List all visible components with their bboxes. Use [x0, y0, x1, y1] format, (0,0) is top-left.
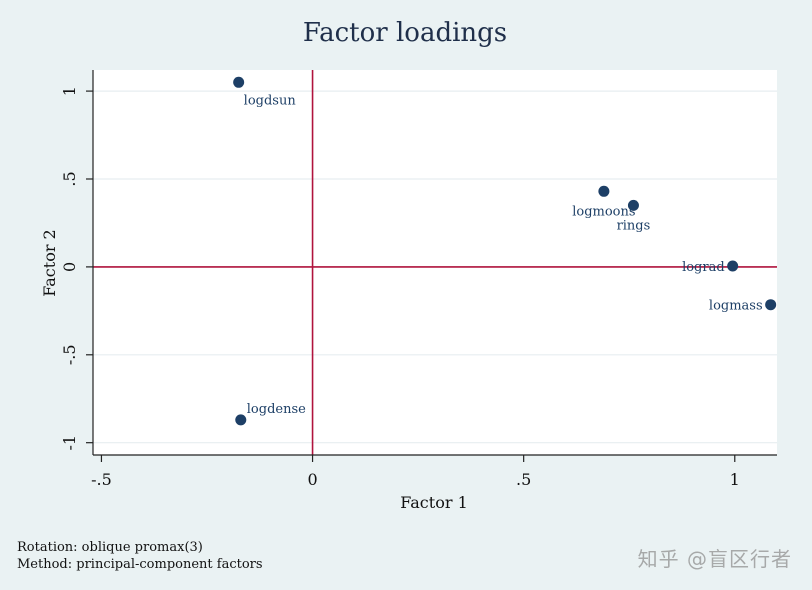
point-label-logdsun: logdsun: [244, 93, 297, 108]
y-tick-label: 1: [60, 86, 79, 96]
point-label-rings: rings: [617, 218, 651, 233]
point-label-logmoons: logmoons: [572, 204, 635, 219]
point-logdense: [235, 414, 247, 426]
y-tick-label: 0: [60, 262, 79, 272]
x-tick-label: .5: [516, 470, 531, 489]
watermark-text: 知乎 @盲区行者: [637, 547, 792, 571]
method-note: Method: principal-component factors: [17, 557, 263, 572]
chart-title: Factor loadings: [303, 18, 507, 48]
y-tick-label: -1: [60, 435, 79, 451]
x-tick-label: 0: [307, 470, 317, 489]
x-tick-label: 1: [730, 470, 740, 489]
y-tick-label: .5: [60, 171, 79, 186]
rotation-note: Rotation: oblique promax(3): [17, 540, 203, 555]
point-logdsun: [233, 76, 245, 88]
point-label-lograd: lograd: [682, 260, 725, 275]
x-tick-label: -.5: [91, 470, 112, 489]
point-label-logmass: logmass: [709, 299, 763, 314]
point-rings: [627, 199, 639, 211]
plot-area: [93, 70, 777, 455]
point-logmoons: [598, 185, 610, 197]
point-logmass: [765, 299, 777, 311]
y-axis-label: Factor 2: [40, 229, 59, 297]
scatter-chart: Factor loadings -.5 0 .5 1 -1 -.5 0 .5 1 logdsun…: [40, 18, 777, 512]
ticks: -.5 0 .5 1 -1 -.5 0 .5 1: [60, 86, 740, 489]
point-label-logdense: logdense: [247, 402, 306, 417]
x-axis-label: Factor 1: [400, 493, 468, 512]
point-lograd: [727, 260, 739, 272]
reference-lines: [93, 70, 777, 455]
axes: [92, 70, 777, 456]
y-tick-label: -.5: [60, 344, 79, 365]
